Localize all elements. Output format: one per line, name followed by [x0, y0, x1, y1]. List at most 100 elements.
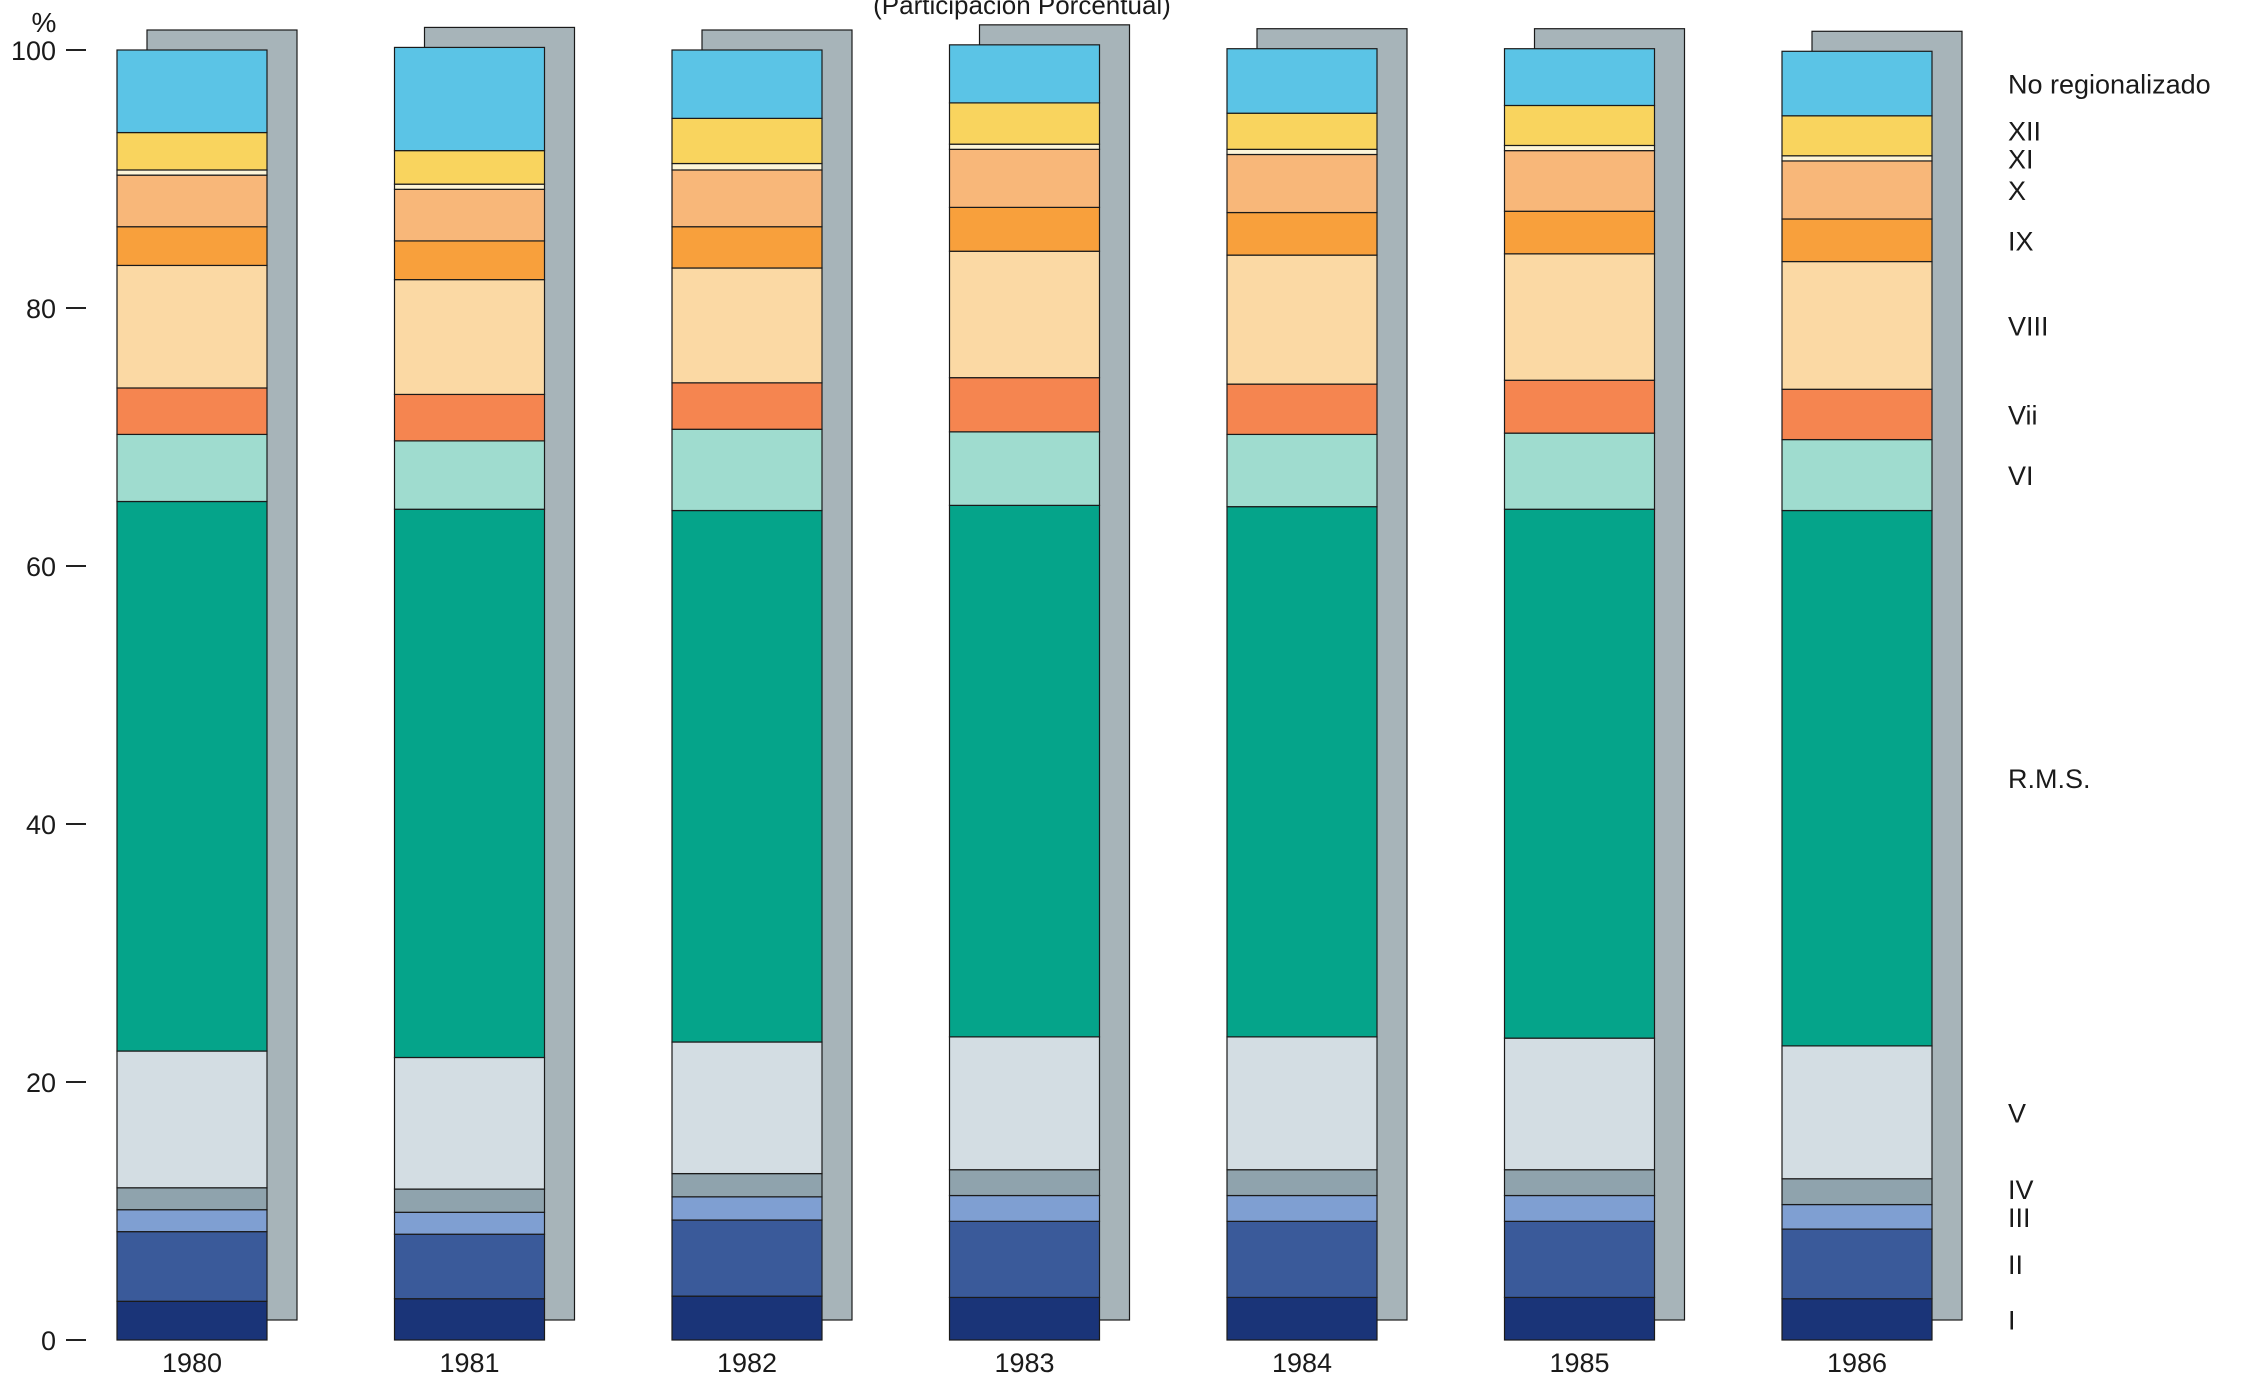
bar-segment	[116, 174, 268, 228]
bar-segment	[1781, 115, 1933, 157]
bar-segment	[1226, 1194, 1378, 1222]
bar-segment	[671, 162, 823, 171]
bar-segment	[1503, 379, 1656, 434]
bar-segment	[116, 169, 268, 176]
x-tick-label: 1981	[439, 1348, 499, 1378]
bar-segment	[1781, 50, 1933, 117]
bar-segment	[1781, 218, 1933, 263]
bar-segment	[1503, 1169, 1656, 1197]
bar-segment	[948, 1296, 1101, 1341]
x-tick-label: 1986	[1827, 1348, 1887, 1378]
bar-segment	[1226, 1036, 1378, 1171]
bar-segment	[116, 49, 268, 134]
bar-segment	[1226, 148, 1378, 156]
bar-segment	[948, 1220, 1101, 1299]
bar-segment	[393, 1211, 546, 1235]
legend-entry: X	[2008, 176, 2026, 206]
bar-segment	[393, 240, 546, 281]
bar-segment	[671, 169, 823, 228]
bar-segment	[671, 382, 823, 430]
legend-entry: R.M.S.	[2008, 764, 2091, 794]
x-tick-label: 1984	[1272, 1348, 1332, 1378]
bar-segment	[116, 131, 268, 171]
bar-segment	[1503, 1220, 1656, 1299]
bar-segment	[1503, 48, 1656, 107]
bar-segment	[948, 377, 1101, 433]
bar-segment	[1503, 210, 1656, 255]
bar-segment	[948, 206, 1101, 252]
bar-segment	[1226, 1296, 1378, 1341]
bar-segment	[671, 509, 823, 1043]
bar-segment	[671, 117, 823, 165]
bar-segment	[671, 1041, 823, 1175]
bar-segment	[116, 433, 268, 503]
bar-segment	[1503, 1296, 1656, 1341]
bar-segment	[1781, 160, 1933, 220]
bar-segment	[116, 226, 268, 267]
bar-segment	[1226, 1220, 1378, 1299]
bar-segment	[1503, 253, 1656, 381]
bar-segment	[1226, 211, 1378, 256]
y-tick-label: 40	[26, 810, 56, 840]
bar-segment	[671, 428, 823, 512]
bar-segment	[671, 1295, 823, 1341]
bar-segment	[116, 500, 268, 1052]
bar-segment	[1503, 150, 1656, 212]
bar-segment	[393, 46, 546, 152]
legend-entry: XII	[2008, 116, 2041, 146]
bar-segment	[1503, 1194, 1656, 1222]
bar-segment	[671, 1172, 823, 1198]
bar-segment	[671, 267, 823, 384]
bar-segment	[1503, 104, 1656, 147]
bar-segment	[948, 431, 1101, 506]
x-tick-label: 1980	[162, 1348, 222, 1378]
legend-entry: II	[2008, 1250, 2023, 1280]
bar-segment	[948, 102, 1101, 145]
bar-segment	[1226, 254, 1378, 385]
bar-segment	[948, 1169, 1101, 1197]
y-tick-label: 80	[26, 294, 56, 324]
bar-segment	[393, 1233, 546, 1300]
bar-segment	[1781, 1203, 1933, 1230]
bar-segment	[1781, 155, 1933, 162]
x-tick-label: 1982	[717, 1348, 777, 1378]
bar-segment	[948, 1194, 1101, 1222]
bar-segment	[1781, 1228, 1933, 1300]
bar-segment	[393, 393, 546, 442]
bar-segment	[1781, 438, 1933, 512]
y-tick-label: 100	[11, 36, 56, 66]
bar-segment	[116, 1231, 268, 1302]
bar-segment	[671, 49, 823, 119]
bar-segment	[393, 440, 546, 510]
bar-segment	[1226, 1169, 1378, 1197]
bar-segment	[1781, 1045, 1933, 1180]
legend-entry: Vii	[2008, 400, 2038, 430]
bar-segment	[393, 1056, 546, 1190]
bar-segment	[948, 1036, 1101, 1171]
bar-segment	[1503, 508, 1656, 1039]
x-tick-label: 1983	[994, 1348, 1054, 1378]
bar-segment	[116, 1187, 268, 1211]
bar-segment	[116, 387, 268, 436]
legend-entry: I	[2008, 1305, 2016, 1335]
bar-segment	[1781, 1178, 1933, 1206]
bar-segment	[393, 279, 546, 396]
bar-segment	[1503, 1037, 1656, 1171]
legend-entry: III	[2008, 1203, 2031, 1233]
bar-segment	[948, 148, 1101, 208]
bar-segment	[1226, 383, 1378, 436]
y-tick-label: 60	[26, 552, 56, 582]
bar-segment	[671, 226, 823, 269]
y-tick-label: 20	[26, 1068, 56, 1098]
bar-segment	[671, 1219, 823, 1297]
legend-entry: VI	[2008, 461, 2034, 491]
bar-segment	[393, 183, 546, 190]
bar-segment	[1781, 509, 1933, 1047]
bar-segment	[393, 1188, 546, 1213]
bar-segment	[671, 1196, 823, 1221]
bar-segment	[393, 150, 546, 185]
bar-segment	[1226, 112, 1378, 150]
legend-entry: XI	[2008, 144, 2034, 174]
